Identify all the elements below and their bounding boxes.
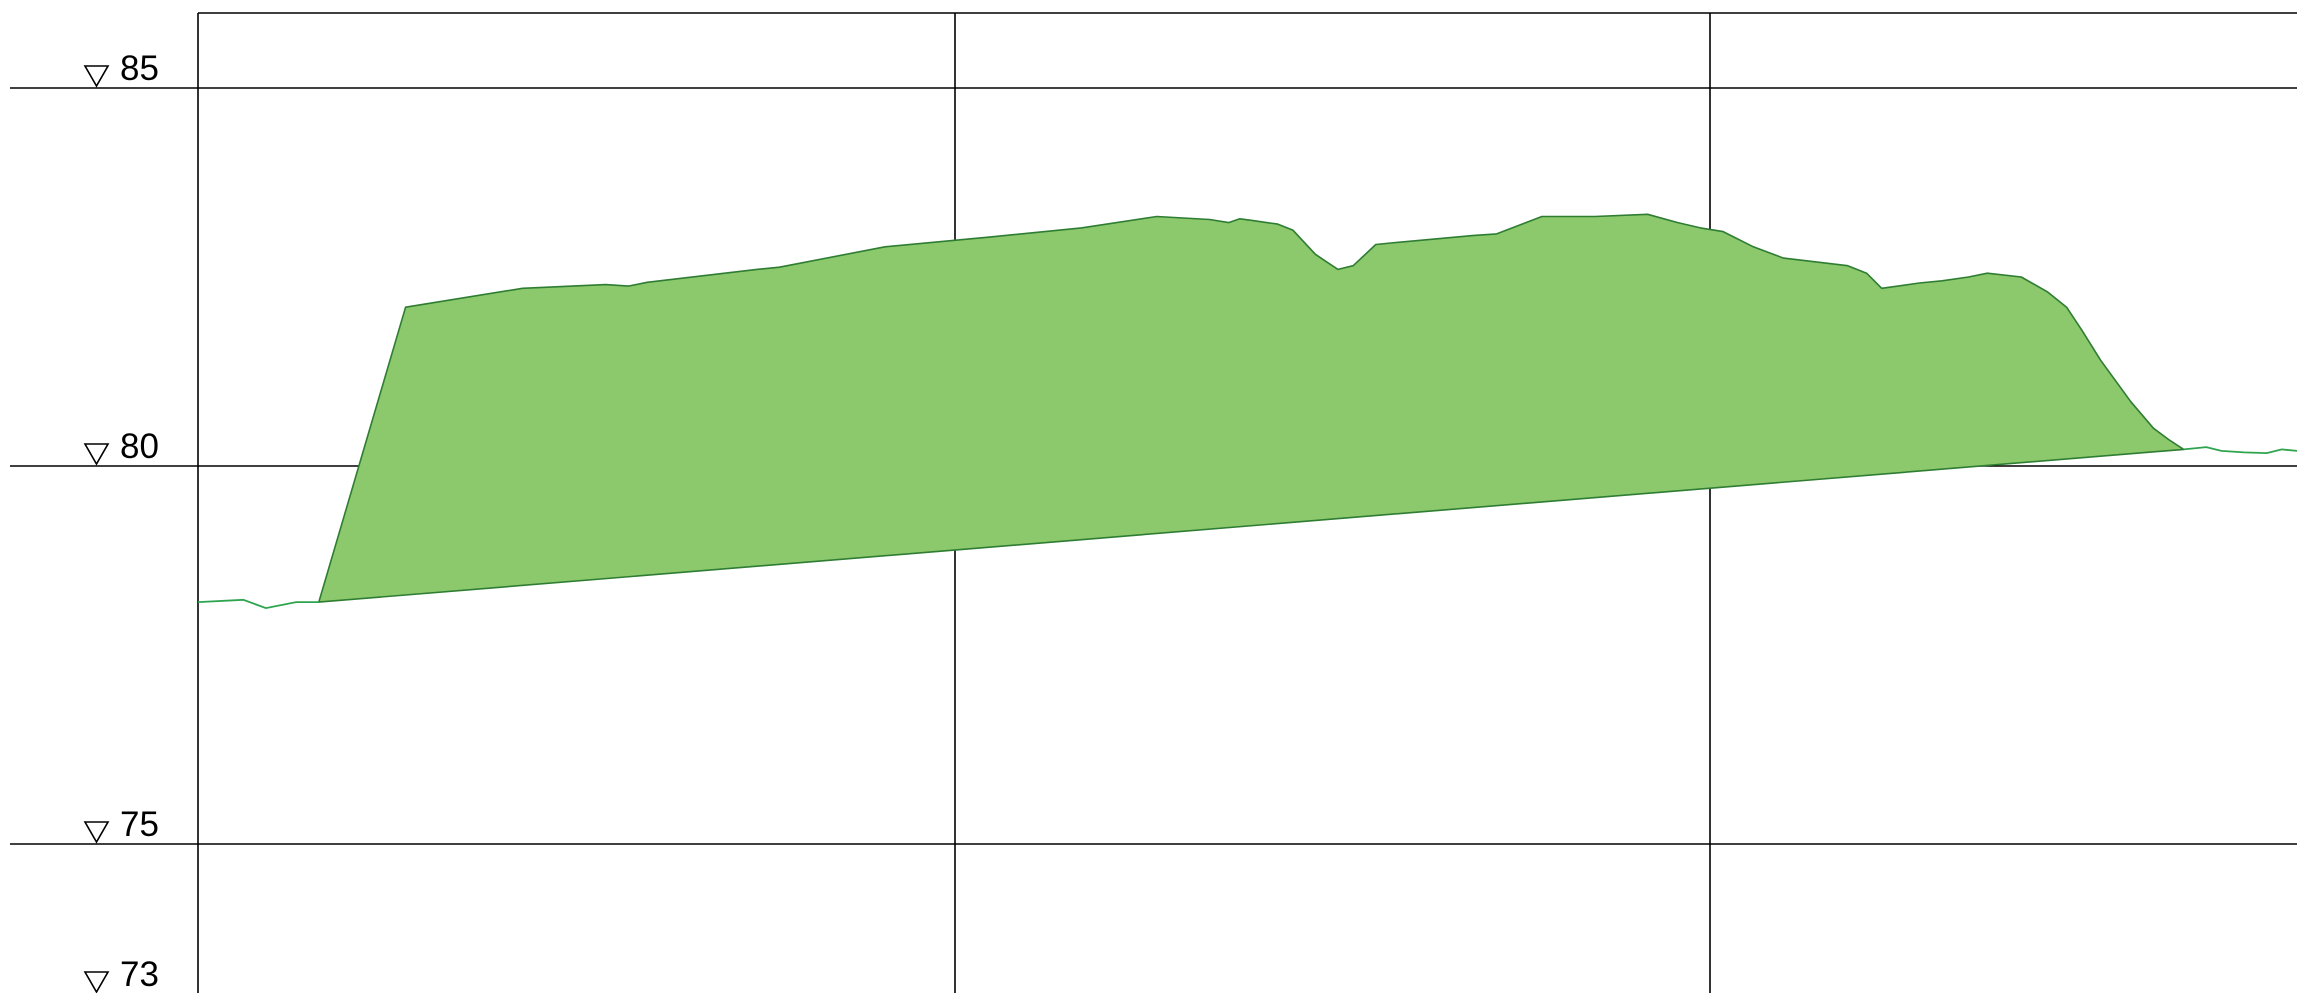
triangle-down-icon: [83, 971, 110, 993]
fill-area: [318, 213, 2185, 603]
ground-line-right: [2183, 446, 2297, 455]
elevation-value-85: 85: [120, 49, 159, 88]
elevation-label-85: 85: [83, 49, 159, 88]
ground-line-left: [197, 598, 319, 610]
elevation-value-80: 80: [120, 427, 159, 466]
elevation-label-80: 80: [83, 427, 159, 466]
elevation-label-73: 73: [83, 955, 159, 993]
triangle-down-icon: [83, 821, 110, 844]
triangle-down-icon: [83, 65, 110, 88]
elevation-label-75: 75: [83, 805, 159, 844]
elevation-value-75: 75: [120, 805, 159, 844]
triangle-down-icon: [83, 443, 110, 466]
elevation-value-73: 73: [120, 955, 159, 993]
